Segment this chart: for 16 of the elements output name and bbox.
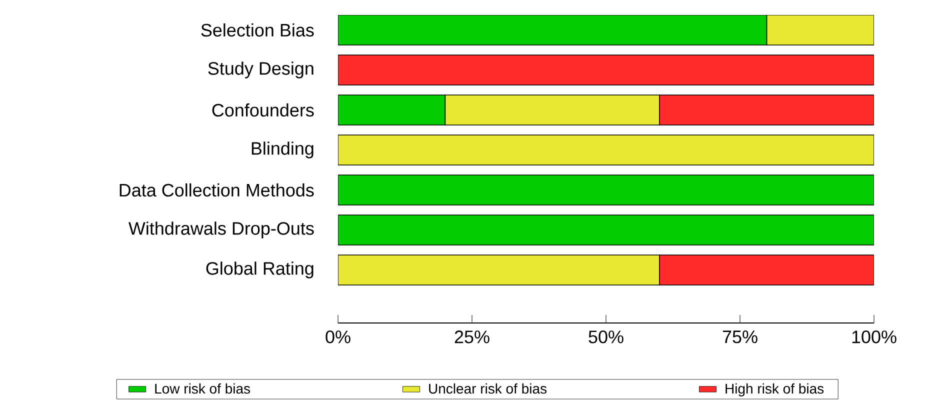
legend-label: Unclear risk of bias <box>429 383 547 394</box>
y-tick-label: Withdrawals Drop-Outs <box>128 222 314 238</box>
y-tick-label: Study Design <box>208 62 314 78</box>
x-tick-label: 25% <box>454 330 490 344</box>
y-tick-label: Data Collection Methods <box>120 183 314 197</box>
y-tick-label: Selection Bias <box>201 23 314 37</box>
bar <box>338 134 874 166</box>
x-tick-label: 75% <box>722 330 758 344</box>
x-tick-label: 0% <box>326 330 350 344</box>
legend-label: High risk of bias <box>726 383 824 396</box>
y-tick-label: Confounders <box>212 103 314 117</box>
legend-label: Low risk of bias <box>155 383 250 394</box>
y-tick-label: Blinding <box>252 142 314 158</box>
y-tick-label: Global Rating <box>206 262 314 278</box>
x-tick-label: 50% <box>588 330 624 344</box>
x-tick-label: 100% <box>852 330 896 344</box>
